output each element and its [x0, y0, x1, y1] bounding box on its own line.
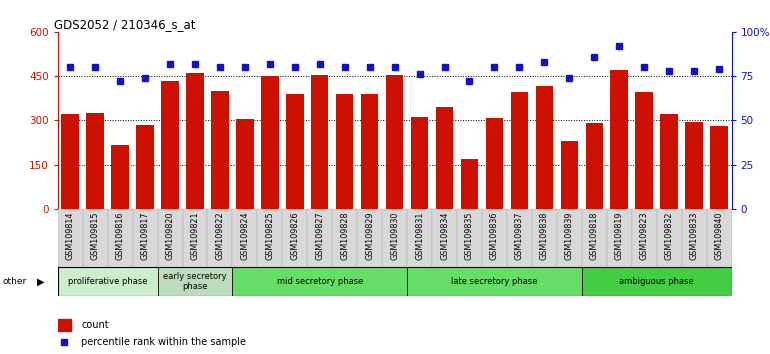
Bar: [211, 91, 229, 209]
Bar: [233, 267, 407, 296]
Bar: [257, 209, 283, 267]
Bar: [557, 209, 582, 267]
Text: GSM109823: GSM109823: [640, 212, 648, 260]
Text: other: other: [2, 277, 26, 286]
Bar: [631, 209, 657, 267]
Bar: [82, 209, 108, 267]
Text: GSM109826: GSM109826: [290, 212, 300, 260]
Text: GSM109816: GSM109816: [116, 212, 125, 260]
Bar: [436, 107, 454, 209]
Bar: [207, 209, 233, 267]
Text: GSM109825: GSM109825: [266, 212, 274, 261]
Bar: [286, 94, 303, 209]
Bar: [136, 125, 154, 209]
Bar: [158, 267, 233, 296]
Bar: [158, 209, 182, 267]
Text: GSM109824: GSM109824: [240, 212, 249, 260]
Bar: [486, 118, 503, 209]
Bar: [507, 209, 532, 267]
Bar: [457, 209, 482, 267]
Bar: [532, 209, 557, 267]
Text: GSM109839: GSM109839: [565, 212, 574, 260]
Bar: [261, 76, 279, 209]
Bar: [681, 209, 707, 267]
Bar: [707, 209, 732, 267]
Text: GSM109822: GSM109822: [216, 212, 224, 261]
Text: GSM109830: GSM109830: [390, 212, 399, 260]
Bar: [607, 209, 631, 267]
Bar: [311, 75, 329, 209]
Bar: [357, 209, 382, 267]
Bar: [582, 267, 732, 296]
Text: GSM109831: GSM109831: [415, 212, 424, 260]
Bar: [283, 209, 307, 267]
Text: early secretory
phase: early secretory phase: [163, 272, 227, 291]
Text: GSM109836: GSM109836: [490, 212, 499, 260]
Bar: [482, 209, 507, 267]
Bar: [710, 126, 728, 209]
Text: GSM109820: GSM109820: [166, 212, 175, 260]
Text: GSM109838: GSM109838: [540, 212, 549, 260]
Bar: [382, 209, 407, 267]
Bar: [58, 209, 82, 267]
Bar: [460, 159, 478, 209]
Text: GSM109818: GSM109818: [590, 212, 599, 260]
Text: GSM109837: GSM109837: [515, 212, 524, 260]
Bar: [58, 319, 71, 331]
Text: GSM109835: GSM109835: [465, 212, 474, 260]
Bar: [161, 80, 179, 209]
Bar: [561, 141, 578, 209]
Text: GSM109814: GSM109814: [65, 212, 75, 260]
Text: percentile rank within the sample: percentile rank within the sample: [82, 337, 246, 347]
Bar: [236, 119, 253, 209]
Text: ▶: ▶: [37, 276, 45, 286]
Text: count: count: [82, 320, 109, 330]
Bar: [407, 267, 582, 296]
Bar: [407, 209, 432, 267]
Bar: [432, 209, 457, 267]
Bar: [233, 209, 257, 267]
Bar: [582, 209, 607, 267]
Bar: [186, 73, 204, 209]
Text: GSM109840: GSM109840: [715, 212, 724, 260]
Bar: [611, 70, 628, 209]
Text: GSM109817: GSM109817: [141, 212, 149, 260]
Text: GSM109832: GSM109832: [665, 212, 674, 260]
Text: GSM109821: GSM109821: [190, 212, 199, 260]
Text: proliferative phase: proliferative phase: [68, 277, 147, 286]
Bar: [536, 86, 553, 209]
Bar: [585, 123, 603, 209]
Bar: [361, 94, 378, 209]
Text: GSM109834: GSM109834: [440, 212, 449, 260]
Bar: [386, 75, 403, 209]
Bar: [58, 267, 158, 296]
Bar: [411, 118, 428, 209]
Bar: [511, 92, 528, 209]
Text: GSM109819: GSM109819: [614, 212, 624, 260]
Bar: [661, 114, 678, 209]
Text: GDS2052 / 210346_s_at: GDS2052 / 210346_s_at: [55, 18, 196, 31]
Bar: [62, 114, 79, 209]
Bar: [635, 92, 653, 209]
Text: GSM109827: GSM109827: [315, 212, 324, 261]
Bar: [108, 209, 132, 267]
Text: GSM109833: GSM109833: [690, 212, 698, 260]
Bar: [307, 209, 332, 267]
Text: GSM109828: GSM109828: [340, 212, 350, 260]
Text: GSM109815: GSM109815: [91, 212, 99, 260]
Bar: [657, 209, 681, 267]
Bar: [86, 113, 104, 209]
Bar: [332, 209, 357, 267]
Text: mid secretory phase: mid secretory phase: [276, 277, 363, 286]
Bar: [685, 122, 703, 209]
Bar: [132, 209, 158, 267]
Bar: [182, 209, 207, 267]
Text: GSM109829: GSM109829: [365, 212, 374, 261]
Bar: [336, 94, 353, 209]
Bar: [112, 145, 129, 209]
Text: late secretory phase: late secretory phase: [451, 277, 537, 286]
Text: ambiguous phase: ambiguous phase: [619, 277, 694, 286]
